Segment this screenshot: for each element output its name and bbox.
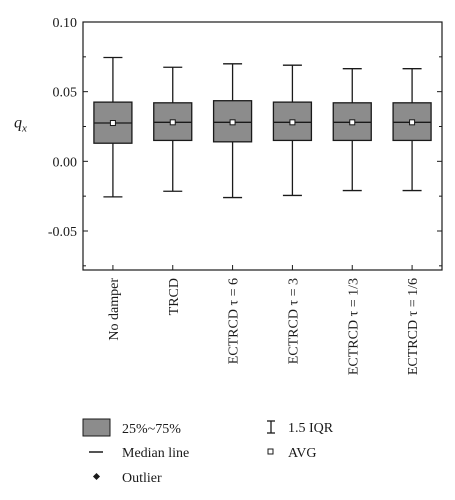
y-axis-label: qx — [14, 115, 27, 135]
y-tick-label: 0.10 — [53, 16, 78, 31]
legend-avg-swatch — [267, 448, 274, 455]
legend: 25%~75% Median line Outlier 1.5 IQR AVG — [82, 418, 334, 486]
box-group — [93, 56, 133, 198]
legend-outlier-label: Outlier — [122, 471, 162, 486]
legend-outlier-swatch — [92, 472, 101, 481]
box-series — [93, 56, 432, 199]
x-tick-label: TRCD — [167, 278, 182, 315]
legend-box-label: 25%~75% — [122, 422, 181, 437]
y-tick-label: 0.05 — [53, 86, 78, 101]
legend-box-swatch — [82, 418, 111, 437]
legend-avg-label: AVG — [288, 446, 317, 461]
x-tick-label: ECTRCD τ = 6 — [227, 278, 242, 364]
avg-marker — [109, 120, 116, 127]
box-group — [332, 68, 372, 192]
avg-marker — [229, 119, 236, 126]
y-axis-label-sub: x — [21, 123, 27, 135]
legend-median-label: Median line — [122, 446, 189, 461]
plot-frame — [82, 21, 443, 271]
y-axis-label-main: q — [14, 115, 22, 132]
x-tick-label: No damper — [107, 278, 122, 341]
y-tick-label: -0.05 — [48, 225, 77, 240]
legend-iqr-label: 1.5 IQR — [288, 421, 334, 436]
box-group — [272, 64, 313, 197]
avg-marker — [169, 119, 176, 126]
box-group — [212, 63, 253, 199]
x-tick-label: ECTRCD τ = 1/6 — [406, 278, 421, 375]
legend-iqr-swatch — [267, 420, 275, 434]
avg-marker — [349, 119, 356, 126]
avg-marker — [289, 119, 296, 126]
y-axis: -0.05 0.00 0.05 0.10 — [48, 16, 442, 267]
y-tick-label: 0.00 — [53, 155, 78, 170]
x-axis: No damper TRCD ECTRCD τ = 6 ECTRCD τ = 3 ECT… — [107, 265, 421, 375]
avg-marker — [409, 119, 416, 126]
box-group — [392, 68, 432, 192]
x-tick-label: ECTRCD τ = 3 — [286, 278, 301, 364]
x-tick-label: ECTRCD τ = 1/3 — [346, 278, 361, 375]
box-group — [153, 66, 193, 192]
